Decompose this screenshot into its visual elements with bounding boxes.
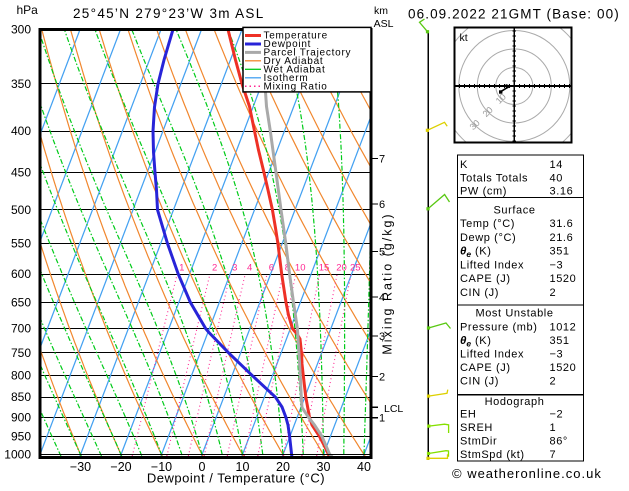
svg-text:30: 30 [317,460,331,474]
svg-text:km: km [374,5,388,17]
svg-text:14: 14 [550,159,563,171]
svg-text:0: 0 [199,460,206,474]
svg-text:StmDir: StmDir [460,436,497,448]
svg-text:650: 650 [11,295,31,309]
svg-text:1012: 1012 [550,322,577,334]
svg-text:StmSpd (kt): StmSpd (kt) [460,449,525,461]
svg-text:350: 350 [11,77,31,91]
svg-text:800: 800 [11,369,31,383]
svg-text:20: 20 [336,263,347,274]
svg-text:Dewpoint / Temperature (°C): Dewpoint / Temperature (°C) [147,471,325,486]
svg-text:1: 1 [379,413,385,425]
svg-text:Hodograph: Hodograph [485,396,545,408]
svg-text:550: 550 [11,237,31,251]
svg-text:Lifted Index: Lifted Index [460,259,524,271]
svg-text:500: 500 [11,203,31,217]
svg-text:10: 10 [236,460,250,474]
svg-text:3.16: 3.16 [550,185,574,197]
svg-text:31.6: 31.6 [550,218,574,230]
svg-text:−3: −3 [550,349,564,361]
svg-text:Most Unstable: Most Unstable [475,308,553,320]
svg-text:Dry Adiabat: Dry Adiabat [264,56,324,67]
svg-text:4: 4 [247,263,252,274]
svg-text:5: 5 [379,247,385,259]
svg-text:25: 25 [350,263,361,274]
svg-text:2: 2 [550,376,557,388]
svg-text:300: 300 [11,23,31,37]
svg-text:−2: −2 [550,409,564,421]
svg-text:−30: −30 [70,460,91,474]
svg-text:2: 2 [550,287,557,299]
svg-text:Mixing Ratio: Mixing Ratio [264,81,328,92]
svg-text:2: 2 [212,263,217,274]
svg-text:20: 20 [276,460,290,474]
svg-text:Isotherm: Isotherm [264,73,309,84]
svg-text:1520: 1520 [550,273,577,285]
svg-text:400: 400 [11,124,31,138]
svg-text:450: 450 [11,166,31,180]
svg-text:(K): (K) [475,335,491,347]
svg-text:6: 6 [379,199,385,211]
svg-text:40: 40 [550,172,563,184]
svg-text:2: 2 [379,372,385,384]
svg-text:3: 3 [232,263,237,274]
svg-text:Pressure (mb): Pressure (mb) [460,322,537,334]
svg-text:1520: 1520 [550,362,577,374]
svg-text:Lifted Index: Lifted Index [460,349,524,361]
svg-text:10: 10 [494,92,508,106]
svg-text:hPa: hPa [17,3,39,17]
svg-text:700: 700 [11,322,31,336]
svg-text:3: 3 [379,331,385,343]
svg-text:−10: −10 [151,460,172,474]
svg-text:86°: 86° [550,436,568,448]
svg-text:850: 850 [11,390,31,404]
svg-text:351: 351 [550,246,570,258]
svg-text:CAPE (J): CAPE (J) [460,273,511,285]
svg-text:25°45’N 279°23’W 3m ASL: 25°45’N 279°23’W 3m ASL [73,6,265,21]
svg-text:Temp (°C): Temp (°C) [460,218,515,230]
svg-text:Dewpoint: Dewpoint [264,39,312,50]
svg-text:Parcel Trajectory: Parcel Trajectory [264,48,352,59]
svg-text:1: 1 [550,422,557,434]
svg-text:1: 1 [179,263,184,274]
svg-text:40: 40 [357,460,371,474]
svg-text:K: K [460,159,468,171]
svg-text:950: 950 [11,429,31,443]
svg-text:351: 351 [550,335,570,347]
svg-text:7: 7 [379,154,385,166]
svg-text:CAPE (J): CAPE (J) [460,362,511,374]
svg-text:10: 10 [295,263,306,274]
svg-text:PW (cm): PW (cm) [460,185,507,197]
svg-text:21.6: 21.6 [550,232,574,244]
svg-text:06.09.2022 21GMT (Base: 00): 06.09.2022 21GMT (Base: 00) [408,7,620,22]
svg-text:Dewp (°C): Dewp (°C) [460,232,516,244]
svg-text:4: 4 [379,292,385,304]
svg-text:© weatheronline.co.uk: © weatheronline.co.uk [452,466,602,481]
svg-text:CIN (J): CIN (J) [460,287,499,299]
svg-text:kt: kt [460,32,468,44]
svg-text:15: 15 [319,263,330,274]
svg-text:7: 7 [550,449,557,461]
svg-text:900: 900 [11,410,31,424]
svg-text:Wet Adiabat: Wet Adiabat [264,65,326,76]
svg-text:θe: θe [460,335,471,348]
svg-text:−3: −3 [550,259,564,271]
svg-text:6: 6 [269,263,274,274]
svg-text:−20: −20 [110,460,131,474]
svg-text:Totals Totals: Totals Totals [460,172,528,184]
svg-text:600: 600 [11,267,31,281]
svg-text:CIN (J): CIN (J) [460,376,499,388]
svg-text:(K): (K) [475,246,491,258]
svg-text:SREH: SREH [460,422,493,434]
svg-text:Temperature: Temperature [264,31,328,42]
svg-text:θe: θe [460,246,471,259]
svg-text:EH: EH [460,409,476,421]
svg-text:750: 750 [11,346,31,360]
svg-text:LCL: LCL [384,403,403,415]
svg-text:Surface: Surface [493,205,535,217]
svg-text:ASL: ASL [374,18,394,30]
svg-text:1000: 1000 [4,448,31,462]
svg-text:Mixing Ratio (g/kg): Mixing Ratio (g/kg) [381,212,395,354]
